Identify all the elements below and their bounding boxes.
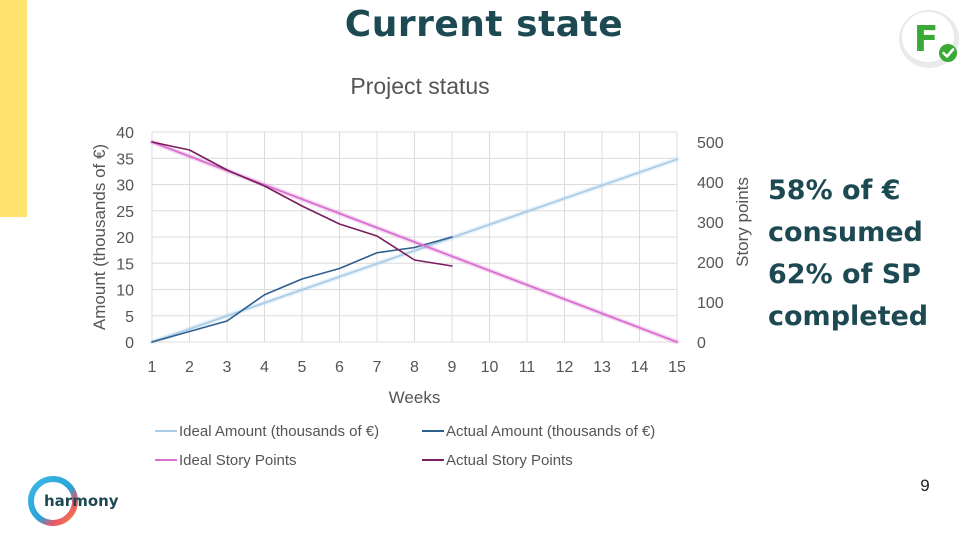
- y-left-tick-label: 40: [116, 125, 134, 142]
- f-badge-icon: F: [899, 10, 959, 68]
- x-axis-label: Weeks: [389, 388, 441, 407]
- harmony-logo: harmony: [28, 476, 119, 526]
- y-left-tick-label: 20: [116, 230, 134, 247]
- x-tick-label: 9: [448, 359, 457, 376]
- x-tick-label: 11: [519, 359, 536, 376]
- y-left-axis-label: Amount (thousands of €): [90, 144, 109, 330]
- summary-callout: 58% of € consumed 62% of SP completed: [768, 170, 963, 338]
- y-left-tick-label: 30: [116, 178, 134, 195]
- y-right-axis-label: Story points: [733, 177, 752, 267]
- slide-title: Current state: [344, 4, 624, 45]
- callout-line: consumed: [768, 217, 923, 248]
- y-left-tick-label: 10: [116, 283, 134, 300]
- legend-label: Ideal Story Points: [179, 452, 297, 469]
- x-tick-label: 10: [481, 359, 499, 376]
- logo-text: harmony: [44, 492, 119, 510]
- callout-line: 62% of SP: [768, 259, 921, 290]
- x-tick-label: 6: [335, 359, 344, 376]
- x-tick-label: 14: [631, 359, 649, 376]
- y-right-tick-label: 0: [697, 335, 706, 352]
- y-right-tick-label: 500: [697, 135, 724, 152]
- x-tick-label: 4: [260, 359, 269, 376]
- legend-label: Actual Story Points: [446, 452, 573, 469]
- y-right-tick-label: 200: [697, 255, 724, 272]
- x-tick-label: 2: [185, 359, 194, 376]
- y-left-tick-label: 35: [116, 151, 134, 168]
- x-tick-label: 8: [410, 359, 419, 376]
- x-tick-label: 7: [373, 359, 382, 376]
- page-number: 9: [920, 476, 930, 495]
- y-right-tick-label: 100: [697, 295, 724, 312]
- x-tick-label: 15: [668, 359, 686, 376]
- series-line: [151, 236, 453, 343]
- x-tick-label: 1: [148, 359, 157, 376]
- callout-line: 58% of €: [768, 175, 901, 206]
- y-left-tick-label: 5: [125, 309, 134, 326]
- y-left-tick-label: 25: [116, 204, 134, 221]
- y-left-tick-label: 0: [125, 335, 134, 352]
- legend-label: Actual Amount (thousands of €): [446, 423, 655, 440]
- badge-letter: F: [914, 19, 939, 60]
- x-tick-label: 3: [223, 359, 232, 376]
- y-right-tick-label: 300: [697, 215, 724, 232]
- project-status-chart: Project status05101520253035400100200300…: [90, 73, 752, 469]
- x-tick-label: 5: [298, 359, 307, 376]
- series-line: [151, 141, 453, 267]
- y-left-tick-label: 15: [116, 256, 134, 273]
- x-tick-label: 13: [593, 359, 611, 376]
- legend-label: Ideal Amount (thousands of €): [179, 423, 379, 440]
- chart-title: Project status: [350, 73, 489, 99]
- accent-bar: [0, 0, 27, 217]
- callout-line: completed: [768, 301, 929, 332]
- x-tick-label: 12: [556, 359, 574, 376]
- y-right-tick-label: 400: [697, 175, 724, 192]
